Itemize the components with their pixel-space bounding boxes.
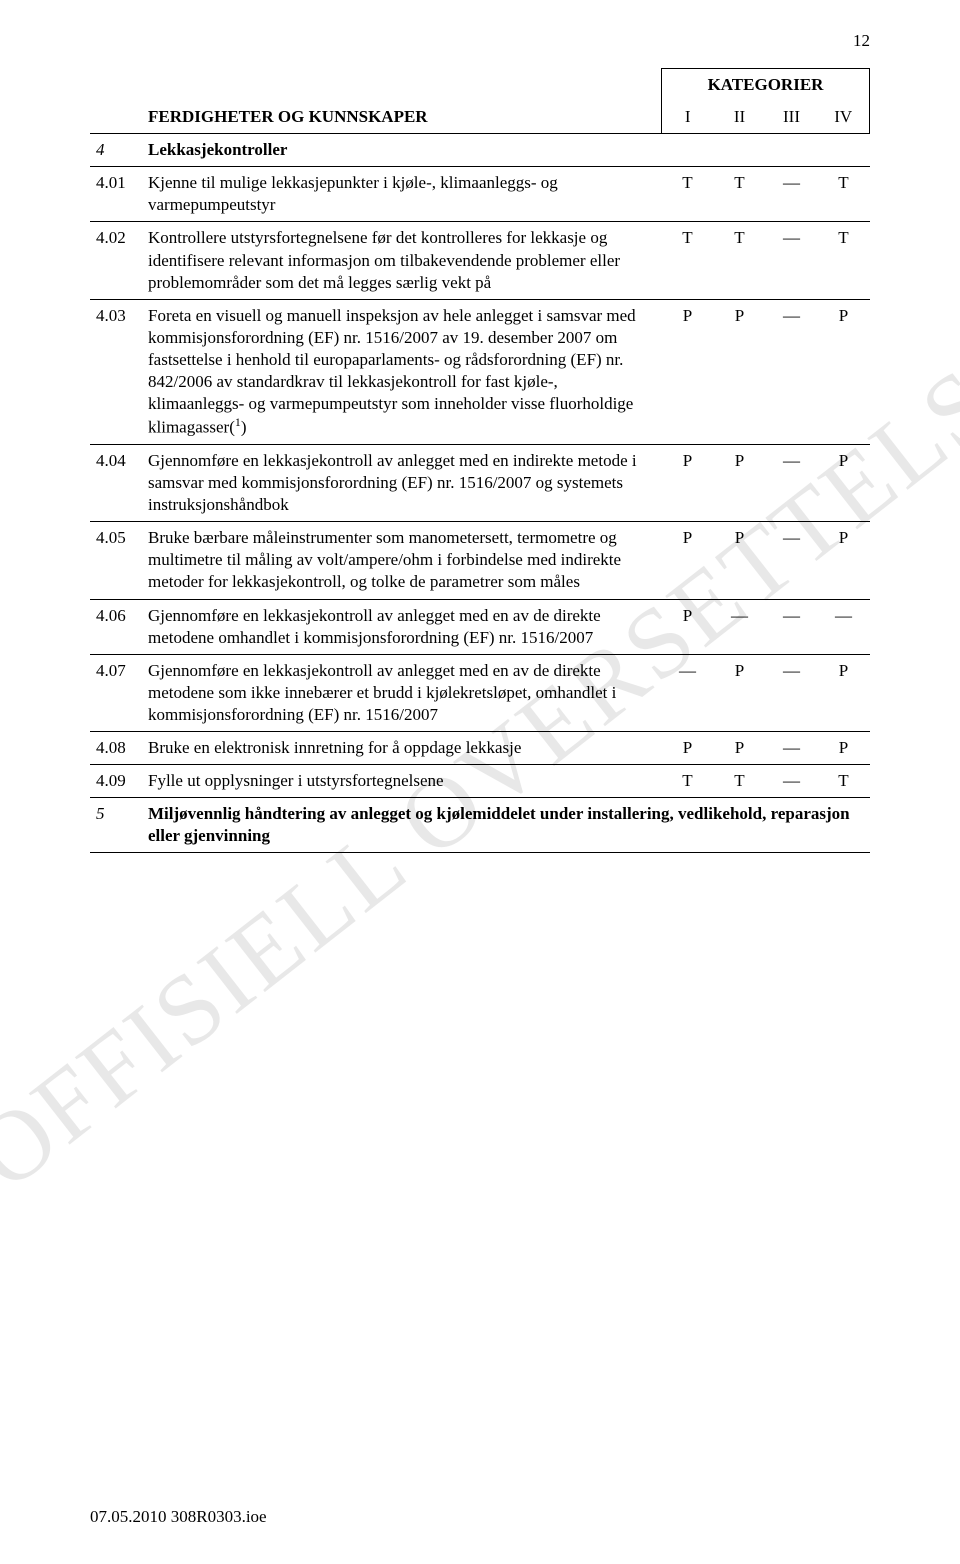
cell: — xyxy=(766,765,818,798)
section-num: 5 xyxy=(90,798,142,853)
cell: P xyxy=(714,654,766,731)
row-text: Gjennomføre en lekkasjekontroll av anleg… xyxy=(142,599,662,654)
row-text: Kjenne til mulige lekkasjepunkter i kjøl… xyxy=(142,167,662,222)
row-num: 4.02 xyxy=(90,222,142,299)
cell: — xyxy=(766,599,818,654)
row-num: 4.04 xyxy=(90,444,142,521)
cell: T xyxy=(714,222,766,299)
cell: P xyxy=(714,299,766,444)
row-num: 4.07 xyxy=(90,654,142,731)
cell: T xyxy=(818,765,870,798)
cell: P xyxy=(818,299,870,444)
cell: — xyxy=(766,522,818,599)
cell: T xyxy=(662,765,714,798)
kategorier-header: KATEGORIER xyxy=(662,69,870,102)
cell: — xyxy=(766,299,818,444)
cell: — xyxy=(766,654,818,731)
cell: — xyxy=(766,167,818,222)
row-text: Foreta en visuell og manuell inspeksjon … xyxy=(142,299,662,444)
col-header-2: II xyxy=(714,101,766,134)
row-num: 4.06 xyxy=(90,599,142,654)
cell: — xyxy=(766,444,818,521)
row-text: Fylle ut opplysninger i utstyrsfortegnel… xyxy=(142,765,662,798)
cell: P xyxy=(662,444,714,521)
cell: P xyxy=(714,522,766,599)
row-num: 4.05 xyxy=(90,522,142,599)
cell: — xyxy=(766,732,818,765)
cell: P xyxy=(714,444,766,521)
section-title: Miljøvennlig håndtering av anlegget og k… xyxy=(142,798,870,853)
ferdigheter-header: FERDIGHETER OG KUNNSKAPER xyxy=(142,101,662,134)
cell: T xyxy=(714,167,766,222)
row-num: 4.09 xyxy=(90,765,142,798)
cell: T xyxy=(714,765,766,798)
cell: T xyxy=(818,222,870,299)
row-text: Gjennomføre en lekkasjekontroll av anleg… xyxy=(142,654,662,731)
cell: T xyxy=(662,222,714,299)
row-text-a: Foreta en visuell og manuell inspeksjon … xyxy=(148,306,636,437)
row-text: Bruke bærbare måleinstrumenter som manom… xyxy=(142,522,662,599)
row-text: Gjennomføre en lekkasjekontroll av anleg… xyxy=(142,444,662,521)
cell: — xyxy=(714,599,766,654)
cell: P xyxy=(714,732,766,765)
cell: P xyxy=(818,444,870,521)
cell: P xyxy=(818,732,870,765)
cell: P xyxy=(818,654,870,731)
footer-text: 07.05.2010 308R0303.ioe xyxy=(90,1506,267,1528)
cell: — xyxy=(766,222,818,299)
skills-table: KATEGORIER FERDIGHETER OG KUNNSKAPER I I… xyxy=(90,68,870,853)
cell: T xyxy=(662,167,714,222)
col-header-4: IV xyxy=(818,101,870,134)
row-text-b: ) xyxy=(241,418,247,437)
row-num: 4.01 xyxy=(90,167,142,222)
cell: P xyxy=(662,732,714,765)
cell: P xyxy=(662,522,714,599)
cell: — xyxy=(662,654,714,731)
cell: T xyxy=(818,167,870,222)
cell: P xyxy=(662,599,714,654)
section-title: Lekkasjekontroller xyxy=(142,134,662,167)
cell: — xyxy=(818,599,870,654)
section-num: 4 xyxy=(90,134,142,167)
col-header-1: I xyxy=(662,101,714,134)
row-num: 4.03 xyxy=(90,299,142,444)
row-num: 4.08 xyxy=(90,732,142,765)
cell: P xyxy=(818,522,870,599)
row-text: Kontrollere utstyrsfortegnelsene før det… xyxy=(142,222,662,299)
row-text: Bruke en elektronisk innretning for å op… xyxy=(142,732,662,765)
col-header-3: III xyxy=(766,101,818,134)
page-number: 12 xyxy=(853,30,870,52)
cell: P xyxy=(662,299,714,444)
